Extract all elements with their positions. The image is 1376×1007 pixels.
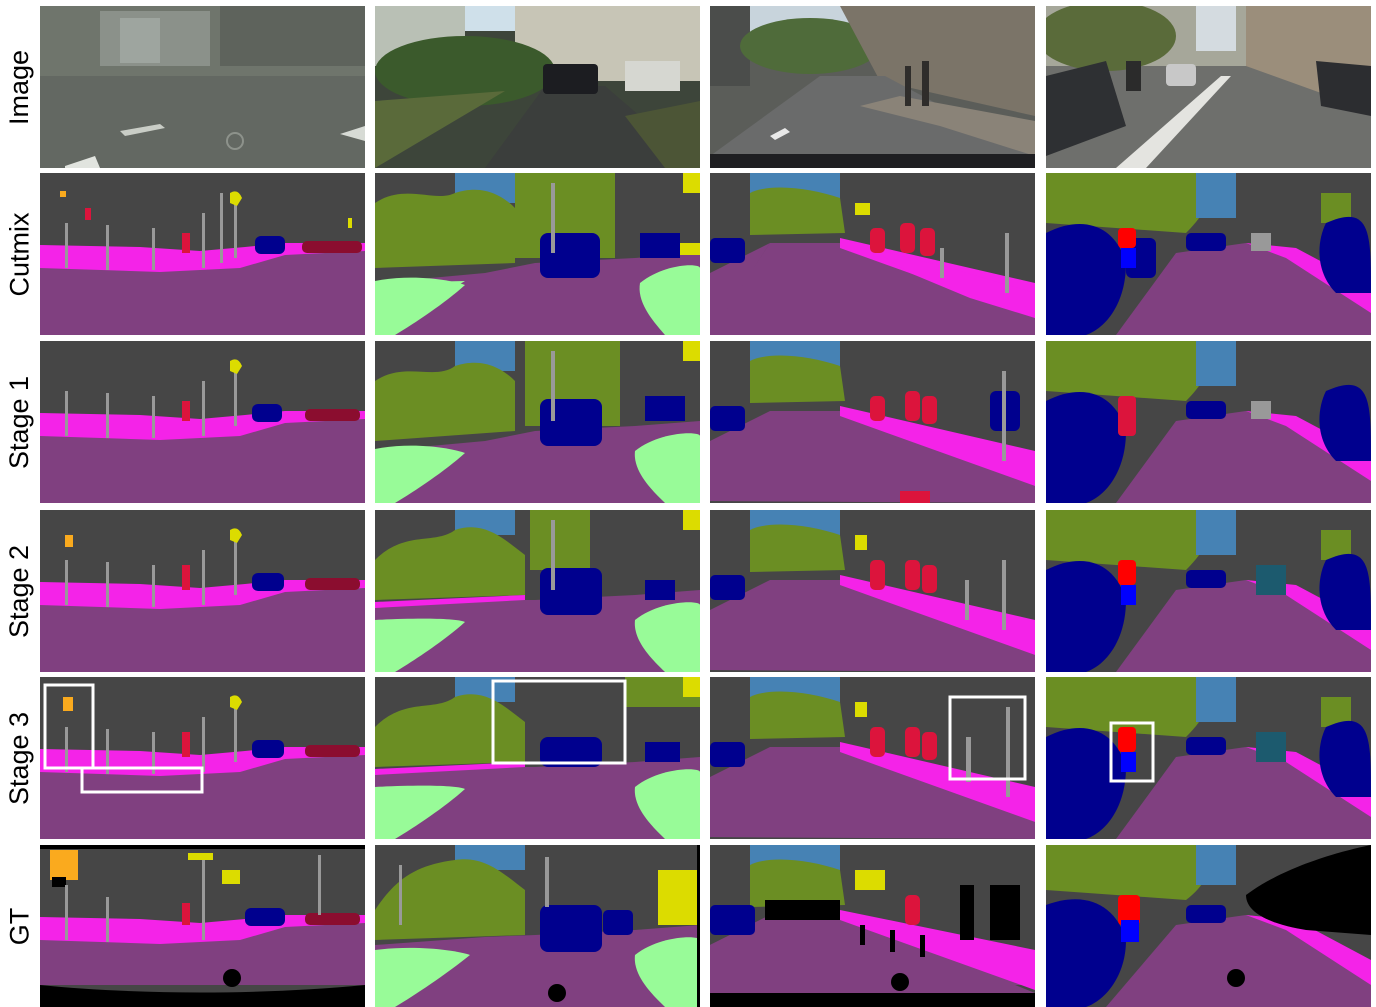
seg-stage1-3	[710, 341, 1035, 503]
row-label-stage-2: Stage 2	[4, 544, 35, 638]
seg-stage3-2	[375, 677, 700, 839]
seg-stage3-1	[40, 677, 365, 839]
highlight-box	[948, 695, 1027, 781]
highlight-box	[1109, 721, 1155, 783]
highlight-box	[491, 679, 627, 765]
highlight-box	[43, 683, 95, 770]
seg-stage3-3	[710, 677, 1035, 839]
row-label-image: Image	[4, 49, 35, 125]
seg-stage2-3	[710, 510, 1035, 672]
photo-street-3	[710, 6, 1035, 168]
seg-stage2-4	[1046, 510, 1371, 672]
seg-stage1-4	[1046, 341, 1371, 503]
seg-cutmix-4	[1046, 173, 1371, 335]
row-label-gt: GT	[4, 907, 35, 945]
seg-stage1-1	[40, 341, 365, 503]
seg-cutmix-3	[710, 173, 1035, 335]
seg-gt-4	[1046, 845, 1371, 1007]
seg-gt-2	[375, 845, 700, 1007]
seg-stage2-2	[375, 510, 700, 672]
seg-gt-3	[710, 845, 1035, 1007]
photo-street-4	[1046, 6, 1371, 168]
seg-cutmix-2	[375, 173, 700, 335]
photo-street-2	[375, 6, 700, 168]
seg-stage2-1	[40, 510, 365, 672]
row-label-stage-1: Stage 1	[4, 375, 35, 469]
seg-stage3-4	[1046, 677, 1371, 839]
row-label-stage-3: Stage 3	[4, 711, 35, 805]
seg-cutmix-1	[40, 173, 365, 335]
highlight-box	[80, 766, 204, 794]
seg-gt-1	[40, 845, 365, 1007]
photo-street-1	[40, 6, 365, 168]
row-label-cutmix: Cutmix	[4, 211, 35, 297]
seg-stage1-2	[375, 341, 700, 503]
